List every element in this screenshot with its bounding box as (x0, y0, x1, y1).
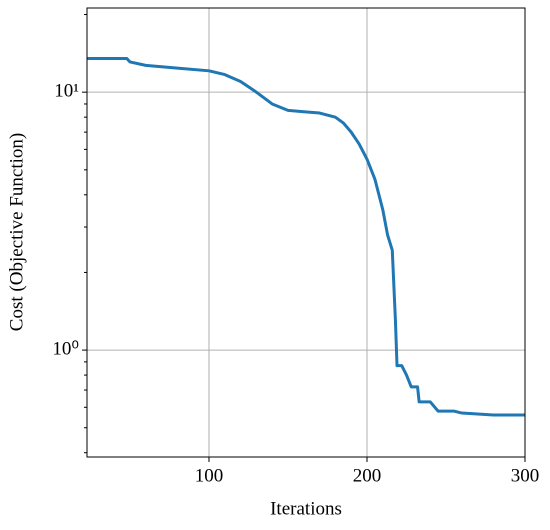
x-tick-label: 100 (195, 465, 224, 486)
y-tick-label: 10¹ (54, 81, 79, 102)
y-axis-label: Cost (Objective Function) (6, 133, 27, 331)
x-axis-label: Iterations (270, 498, 342, 519)
y-tick-label: 10⁰ (52, 338, 79, 359)
line (87, 57, 525, 417)
plot-frame (86, 7, 526, 458)
x-tick-label: 200 (353, 465, 382, 486)
x-tick-label: 300 (511, 465, 540, 486)
